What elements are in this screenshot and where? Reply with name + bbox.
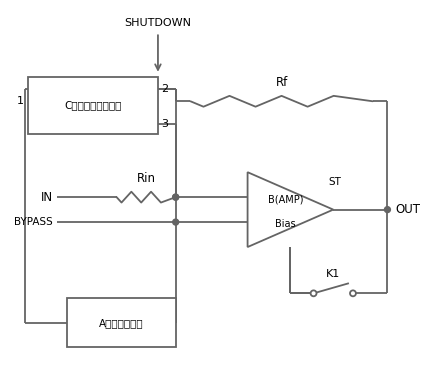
Text: 2: 2 — [161, 84, 168, 95]
Circle shape — [173, 194, 179, 200]
Circle shape — [173, 219, 179, 225]
Text: A（偏置电路）: A（偏置电路） — [99, 318, 144, 328]
Text: B(AMP): B(AMP) — [268, 195, 303, 205]
Text: SHUTDOWN: SHUTDOWN — [125, 18, 191, 28]
Text: ST: ST — [328, 177, 341, 187]
FancyBboxPatch shape — [28, 77, 158, 134]
Text: Rin: Rin — [137, 172, 156, 185]
Text: 1: 1 — [17, 96, 24, 106]
Text: Rf: Rf — [275, 77, 288, 89]
Text: K1: K1 — [326, 269, 341, 279]
Text: C（延迟控制电路）: C（延迟控制电路） — [64, 100, 121, 110]
Text: IN: IN — [40, 191, 52, 204]
Circle shape — [311, 290, 316, 296]
Text: OUT: OUT — [395, 203, 420, 216]
Circle shape — [385, 207, 390, 213]
Text: BYPASS: BYPASS — [14, 217, 52, 227]
Text: 3: 3 — [161, 119, 168, 129]
FancyBboxPatch shape — [67, 298, 176, 347]
Text: Bias: Bias — [275, 219, 296, 230]
Circle shape — [173, 194, 179, 200]
Circle shape — [350, 290, 356, 296]
